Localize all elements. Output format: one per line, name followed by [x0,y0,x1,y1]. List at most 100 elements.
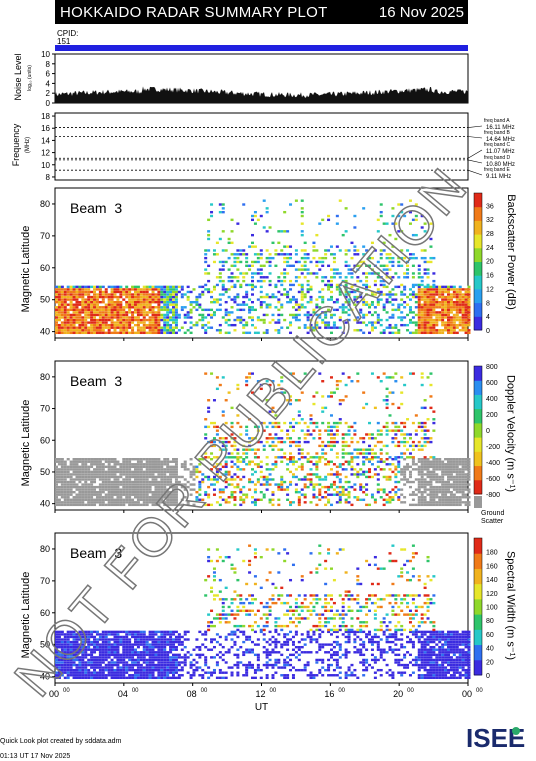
scatter-cell [251,245,255,248]
scatter-cell [242,303,246,306]
scatter-cell [300,222,304,225]
scatter-cell [426,260,430,264]
latitude-tick-label: 50 [40,467,50,477]
scatter-cell [81,503,85,507]
scatter-cell [207,399,211,402]
scatter-cell [224,480,228,484]
scatter-cell [306,485,310,489]
scatter-cell [145,331,149,335]
scatter-cell [66,643,70,646]
scatter-cell [356,470,360,474]
scatter-cell [461,318,465,322]
scatter-cell [344,493,348,496]
scatter-cell [131,470,135,474]
scatter-cell [449,318,453,322]
scatter-cell [157,498,161,501]
scatter-cell [119,306,123,309]
scatter-cell [245,380,249,383]
scatter-cell [227,311,231,314]
scatter-cell [303,440,307,444]
scatter-cell [87,658,91,662]
scatter-cell [207,288,211,291]
scatter-cell [110,653,114,657]
scatter-cell [458,290,462,294]
scatter-cell [300,303,304,306]
scatter-cell [464,290,468,294]
scatter-cell [245,272,249,275]
scatter-cell [359,498,363,501]
scatter-cell [306,279,310,283]
scatter-cell [286,468,290,471]
scatter-cell [408,331,412,335]
scatter-cell [157,668,161,672]
scatter-cell [291,313,295,317]
scatter-cell [136,656,140,659]
scatter-cell [160,658,164,662]
scatter-cell [420,460,424,463]
scatter-cell [163,303,167,306]
scatter-cell [458,293,462,296]
scatter-cell [318,488,322,491]
scatter-cell [172,298,176,301]
scatter-cell [341,433,345,436]
scatter-cell [172,674,176,677]
scatter-cell [227,295,231,299]
scatter-cell [110,488,114,491]
scatter-cell [423,421,427,425]
scatter-cell [84,483,88,486]
scatter-cell [315,249,319,252]
scatter-cell [444,465,448,469]
scatter-cell [341,463,345,466]
scatter-cell [151,651,155,654]
scatter-cell [142,465,146,469]
scatter-cell [461,311,465,314]
scatter-cell [60,645,64,649]
scatter-cell [394,222,398,225]
scatter-cell [253,490,257,494]
scatter-cell [423,498,427,501]
scatter-cell [195,321,199,324]
scatter-cell [461,298,465,301]
scatter-cell [157,671,161,674]
scatter-cell [69,674,73,677]
scatter-cell [201,458,205,461]
scatter-cell [452,501,456,504]
scatter-cell [142,635,146,639]
scatter-cell [90,295,94,299]
scatter-cell [251,285,255,289]
scatter-cell [458,463,462,466]
scatter-cell [335,300,339,304]
scatter-cell [332,300,336,304]
scatter-cell [128,478,132,481]
scatter-cell [60,311,64,314]
scatter-cell [458,318,462,322]
scatter-cell [335,268,339,271]
scatter-cell [251,437,255,440]
scatter-cell [154,663,158,667]
scatter-cell [189,321,193,324]
scatter-cell [438,475,442,479]
scatter-cell [174,668,178,672]
scatter-cell [242,331,246,335]
scatter-cell [353,245,357,248]
scatter-cell [379,256,383,260]
scatter-cell [110,460,114,463]
scatter-cell [327,285,331,289]
scatter-cell [280,391,284,394]
scatter-cell [262,321,266,324]
scatter-cell [438,293,442,296]
scatter-cell [265,293,269,296]
scatter-cell [423,429,427,432]
scatter-cell [435,311,439,314]
scatter-cell [78,668,82,672]
scatter-cell [321,410,325,413]
scatter-cell [338,501,342,504]
scatter-cell [329,414,333,417]
scatter-cell [382,468,386,471]
scatter-cell [391,376,395,379]
scatter-cell [110,300,114,304]
scatter-cell [145,666,149,669]
scatter-cell [461,458,465,461]
scatter-cell [344,395,348,398]
scatter-cell [303,493,307,496]
